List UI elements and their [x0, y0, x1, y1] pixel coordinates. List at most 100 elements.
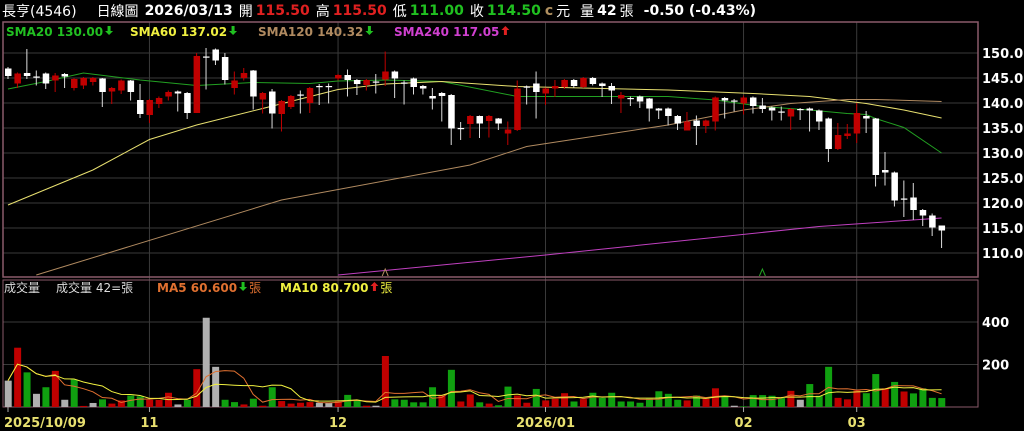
candle	[570, 79, 578, 88]
triangle-up-icon	[758, 267, 766, 277]
candle	[127, 80, 135, 101]
volume-bar	[825, 366, 833, 407]
candle	[646, 98, 653, 122]
candle-body	[61, 74, 69, 77]
volume-bar	[353, 399, 361, 407]
candle	[382, 51, 389, 86]
candle-body	[900, 198, 908, 200]
volume-bar	[136, 396, 144, 407]
volume-bar	[608, 392, 616, 407]
candle	[787, 108, 795, 130]
volume-bar	[683, 400, 691, 407]
candle-body	[372, 81, 380, 83]
candle	[457, 122, 465, 140]
volume-bar	[61, 399, 69, 407]
price-tick-label: 150.0	[982, 47, 1023, 62]
candle-body	[514, 88, 521, 130]
candle-body	[551, 86, 559, 89]
candle-body	[929, 215, 936, 228]
candle	[655, 108, 663, 119]
arrow-down-icon	[239, 282, 248, 291]
candle	[561, 79, 568, 89]
candle-body	[504, 129, 512, 134]
volume-bar	[532, 388, 540, 407]
candle	[33, 70, 40, 86]
candle-body	[693, 120, 700, 126]
candle-body	[287, 96, 295, 107]
candle	[721, 97, 729, 119]
candle	[683, 112, 691, 131]
volume-bar	[938, 398, 946, 407]
candle-body	[533, 83, 540, 92]
volume-bar	[891, 381, 899, 407]
low-label: 低	[392, 4, 407, 20]
volume-bar	[108, 403, 116, 407]
candle	[919, 209, 927, 226]
date-label: 2025/10/09	[4, 416, 86, 431]
candle-body	[599, 83, 606, 86]
volume-ma5-legend: MA5 60.600	[157, 281, 237, 295]
candle-body	[335, 75, 342, 79]
candle	[325, 83, 333, 104]
volume-bar	[617, 401, 625, 407]
volume-bar	[928, 397, 936, 407]
sma60-line	[7, 80, 942, 206]
candle	[900, 180, 908, 217]
volume-ma10-unit: 張	[380, 281, 392, 295]
volume-bar	[410, 402, 418, 407]
volume-legend: 成交量 成交量 42=張 MA5 60.600 張 MA10 80.700 張	[4, 280, 392, 295]
price-change: -0.50 (-0.43%)	[643, 3, 757, 19]
candle-body	[646, 98, 653, 109]
date-label: 2026/01	[516, 416, 575, 431]
volume-bar	[504, 386, 512, 407]
volume-bar	[268, 387, 276, 407]
candle-body	[438, 93, 446, 96]
volume-bar	[702, 398, 710, 407]
candle-body	[721, 98, 729, 101]
legend-sma20: SMA20 130.00	[6, 25, 103, 39]
arrow-down-icon	[105, 26, 114, 35]
legend-sma60: SMA60 137.02	[130, 25, 227, 39]
candle	[193, 53, 201, 113]
sma120-line	[36, 99, 942, 276]
triangle-up-icon	[381, 267, 389, 277]
candle	[240, 68, 248, 81]
volume-bar	[99, 399, 106, 407]
volume-bar	[287, 403, 295, 407]
candle	[146, 99, 153, 123]
price-tick-label: 120.0	[982, 197, 1023, 212]
high-value: 115.50	[332, 3, 387, 19]
candle	[636, 95, 644, 108]
signal-markers	[381, 267, 766, 277]
volume-bar	[381, 356, 389, 407]
candle	[504, 121, 512, 145]
period-label[interactable]: 日線圖	[96, 4, 139, 20]
candle-body	[844, 133, 851, 136]
candle	[542, 87, 550, 105]
candle-body	[938, 225, 946, 231]
volume-bar	[221, 399, 229, 407]
candle-body	[174, 91, 182, 94]
candle	[287, 95, 295, 109]
volume-bar	[485, 403, 493, 407]
candle	[221, 53, 229, 85]
volume-value: 42	[597, 3, 617, 19]
candle	[410, 77, 417, 95]
candle-body	[787, 109, 795, 117]
candle-body	[401, 82, 408, 84]
candle	[231, 71, 238, 95]
volume-bar	[278, 401, 286, 407]
candle	[731, 99, 738, 112]
candle	[533, 71, 540, 119]
candle	[467, 115, 474, 138]
currency-label: 元	[556, 4, 571, 20]
candle-body	[665, 108, 672, 116]
candle	[495, 118, 502, 130]
candle-body	[42, 73, 50, 84]
volume-bar	[334, 401, 342, 407]
volume-current: 成交量 42=張	[56, 280, 133, 295]
volume-bar	[259, 405, 267, 407]
candle-body	[891, 172, 898, 201]
candle	[815, 109, 823, 130]
